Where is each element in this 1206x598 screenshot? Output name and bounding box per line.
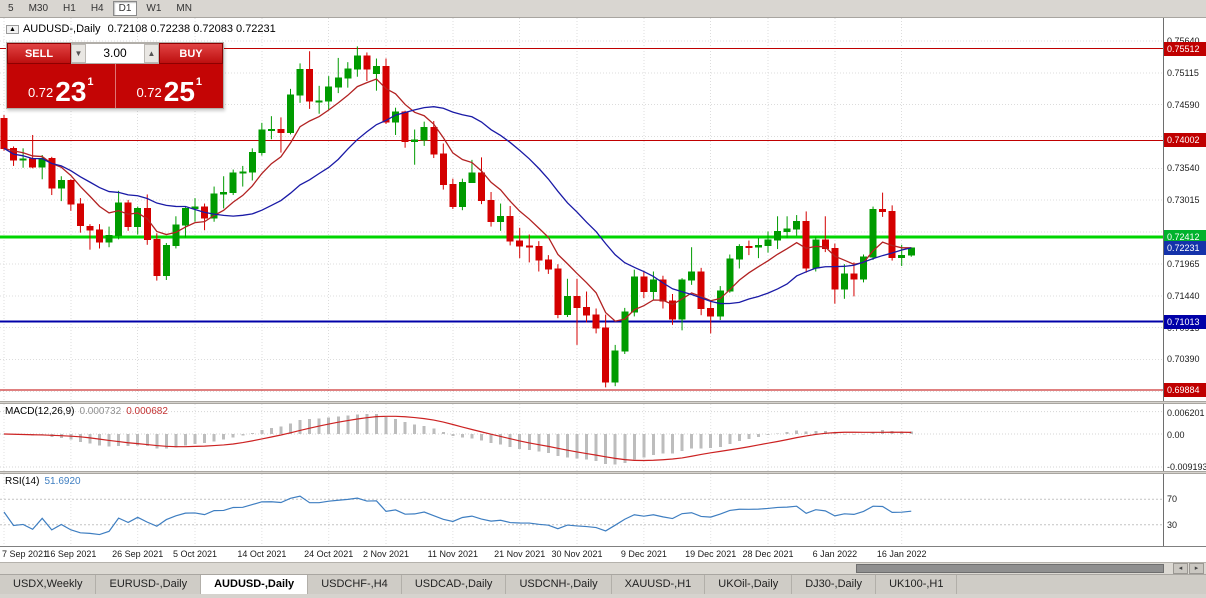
date-tick-label: 2 Nov 2021 <box>362 549 410 559</box>
sell-price-display[interactable]: 0.72 23 1 <box>7 64 115 108</box>
chart-header: ▲ AUDUSD-,Daily 0.72108 0.72238 0.72083 0.… <box>6 23 276 35</box>
chart-tab-audusd-daily[interactable]: AUDUSD-,Daily <box>201 575 309 594</box>
chart-tab-uk100-h1[interactable]: UK100-,H1 <box>876 575 958 594</box>
price-axis[interactable]: 0.75640 0.75115 0.74590 0.73540 0.73015 0.719… <box>1163 18 1206 546</box>
price-level-label: 0.75512 <box>1164 41 1206 56</box>
panel-divider[interactable] <box>0 401 1206 404</box>
chart-tab-usdcnh-daily[interactable]: USDCNH-,Daily <box>506 575 612 594</box>
date-tick-label: 11 Nov 2021 <box>427 549 479 559</box>
chart-scrollbar[interactable]: ◂ ▸ <box>0 562 1206 574</box>
buy-price-prefix: 0.72 <box>136 85 162 100</box>
macd-name: MACD(12,26,9) <box>5 406 75 417</box>
price-level-label: 0.69884 <box>1164 383 1206 398</box>
timeframe-button-h1[interactable]: H1 <box>57 1 82 16</box>
sell-price-point: 1 <box>87 76 94 88</box>
buy-button[interactable]: BUY <box>159 43 223 64</box>
timeframe-button-h4[interactable]: H4 <box>85 1 110 16</box>
buy-price-point: 1 <box>195 76 203 88</box>
date-tick-label: 30 Nov 2021 <box>551 549 603 559</box>
macd-axis-label: 0.006201 <box>1167 407 1205 418</box>
price-tick-label: 0.73540 <box>1167 163 1200 174</box>
volume-input[interactable]: 3.00 <box>103 46 127 60</box>
timeframe-button-5[interactable]: 5 <box>2 1 20 16</box>
chart-tab-usdcad-daily[interactable]: USDCAD-,Daily <box>402 575 507 594</box>
macd-main-value: 0.000732 <box>79 406 122 417</box>
date-tick-label: 21 Nov 2021 <box>494 549 546 559</box>
price-tick-label: 0.74590 <box>1167 99 1200 110</box>
chart-tab-usdchf-h4[interactable]: USDCHF-,H4 <box>308 575 402 594</box>
price-level-label: 0.72231 <box>1164 240 1206 255</box>
rsi-label: RSI(14) 51.6920 <box>5 476 86 487</box>
symbol-title: AUDUSD-,Daily <box>22 23 101 35</box>
date-tick-label: 24 Oct 2021 <box>304 549 354 559</box>
tab-scroll-right-button[interactable]: ▸ <box>1189 563 1204 574</box>
price-tick-label: 0.71965 <box>1167 258 1200 269</box>
price-tick-label: 0.75640 <box>1167 36 1200 46</box>
timeframe-button-d1[interactable]: D1 <box>112 1 138 16</box>
collapse-icon[interactable]: ▲ <box>6 25 19 34</box>
rsi-axis-label: 70 <box>1167 494 1178 505</box>
timeframe-button-mn[interactable]: MN <box>170 1 198 16</box>
main-price-chart[interactable] <box>0 18 1164 401</box>
macd-signal-value: 0.000682 <box>126 406 168 417</box>
chart-tab-dj30-daily[interactable]: DJ30-,Daily <box>792 575 877 594</box>
date-tick-label: 7 Sep 2021 <box>2 549 49 559</box>
rsi-value: 51.6920 <box>44 476 81 487</box>
chart-tab-xauusd-h1[interactable]: XAUUSD-,H1 <box>612 575 706 594</box>
chart-tab-ukoil-daily[interactable]: UKOil-,Daily <box>705 575 793 594</box>
date-axis[interactable]: 7 Sep 2021 16 Sep 2021 26 Sep 2021 5 Oct 20… <box>0 546 1206 562</box>
date-tick-label: 26 Sep 2021 <box>112 549 164 559</box>
timeframe-toolbar: 5 M30 H1 H4 D1 W1 MN <box>0 0 1206 18</box>
scrollbar-thumb[interactable] <box>856 564 1164 573</box>
price-tick-label: 0.75115 <box>1167 67 1199 78</box>
trade-controls-row: SELL ▼ 3.00 ▲ BUY <box>7 43 223 64</box>
macd-axis-label: 0.00 <box>1167 430 1185 440</box>
volume-decrease-button[interactable]: ▼ <box>71 44 86 63</box>
buy-price-pips: 25 <box>163 76 195 108</box>
buy-price-display[interactable]: 0.72 25 1 <box>114 64 224 108</box>
sell-price-prefix: 0.72 <box>27 85 54 100</box>
date-tick-label: 9 Dec 2021 <box>620 549 667 559</box>
price-tick-label: 0.71440 <box>1167 290 1200 301</box>
rsi-name: RSI(14) <box>5 476 40 487</box>
volume-increase-button[interactable]: ▲ <box>144 44 159 63</box>
date-tick-label: 14 Oct 2021 <box>237 549 287 559</box>
one-click-trading-panel: SELL ▼ 3.00 ▲ BUY 0.72 23 1 0.72 25 1 <box>6 42 224 109</box>
rsi-indicator-panel[interactable] <box>0 474 1164 546</box>
ohlc-values: 0.72108 0.72238 0.72083 0.72231 <box>107 23 276 35</box>
date-tick-label: 16 Jan 2022 <box>876 549 927 559</box>
volume-control: ▼ 3.00 ▲ <box>71 43 159 64</box>
date-tick-label: 28 Dec 2021 <box>742 549 794 559</box>
date-tick-label: 16 Sep 2021 <box>45 549 97 559</box>
chart-tabs-bar: USDX,Weekly EURUSD-,Daily AUDUSD-,Daily USD… <box>0 574 1206 594</box>
sell-button[interactable]: SELL <box>7 43 71 64</box>
trade-prices-row: 0.72 23 1 0.72 25 1 <box>7 64 223 108</box>
macd-indicator-panel[interactable] <box>0 404 1164 471</box>
chart-tab-usdx-weekly[interactable]: USDX,Weekly <box>0 575 97 594</box>
date-tick-label: 5 Oct 2021 <box>172 549 218 559</box>
sell-price-pips: 23 <box>55 76 87 108</box>
price-level-label: 0.74002 <box>1164 133 1206 148</box>
price-level-label: 0.71013 <box>1164 314 1206 329</box>
date-tick-label: 19 Dec 2021 <box>685 549 737 559</box>
price-tick-label: 0.73015 <box>1167 195 1200 206</box>
panel-divider[interactable] <box>0 471 1206 474</box>
price-tick-label: 0.70390 <box>1167 354 1200 365</box>
price-level-label: 0.72412 <box>1164 229 1206 244</box>
rsi-axis-label: 30 <box>1167 519 1178 530</box>
timeframe-button-m30[interactable]: M30 <box>23 1 54 16</box>
macd-axis-label: -0.009193 <box>1167 462 1206 472</box>
chart-tab-eurusd-daily[interactable]: EURUSD-,Daily <box>96 575 202 594</box>
tab-scroll-left-button[interactable]: ◂ <box>1173 563 1188 574</box>
date-tick-label: 6 Jan 2022 <box>812 549 858 559</box>
macd-label: MACD(12,26,9) 0.000732 0.000682 <box>5 406 173 417</box>
timeframe-button-w1[interactable]: W1 <box>140 1 167 16</box>
